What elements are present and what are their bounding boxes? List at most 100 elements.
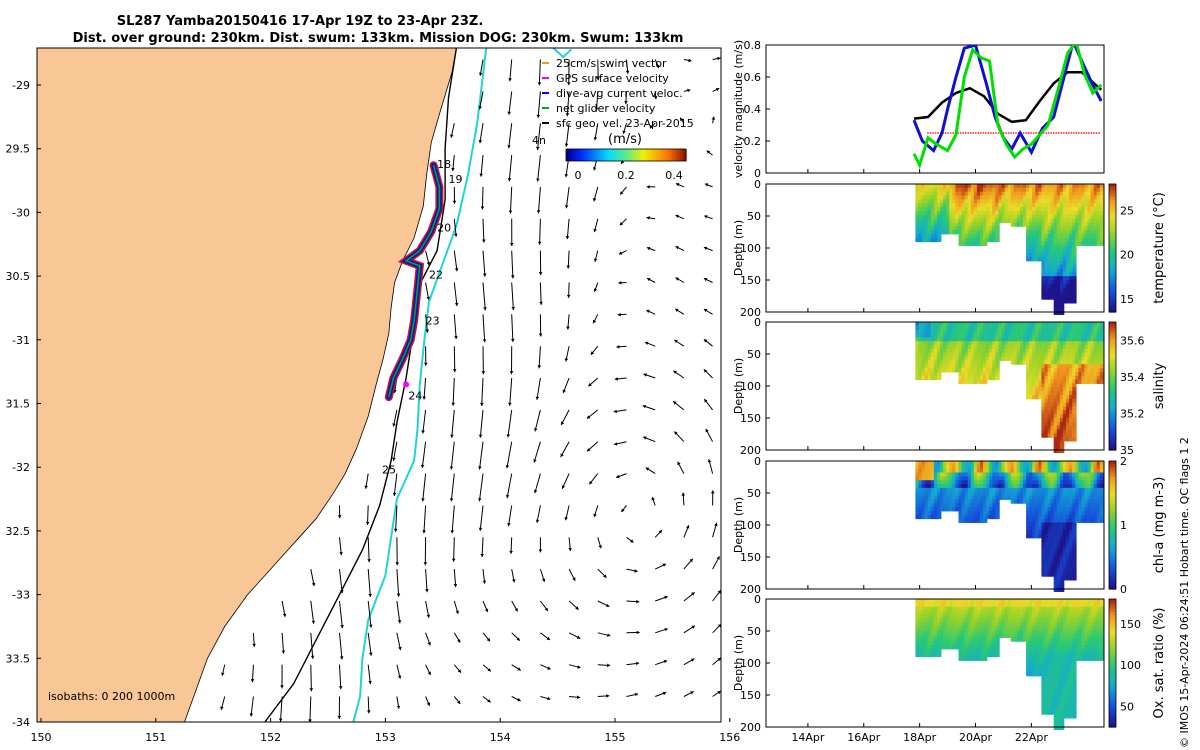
geo-vector-arrow (511, 250, 514, 279)
section-cell (1047, 268, 1052, 273)
geo-vector-arrowhead (426, 614, 431, 618)
section-cell (1066, 249, 1071, 254)
geo-vector-arrowhead (486, 637, 490, 642)
geo-vector-arrowhead (308, 719, 312, 722)
section-cell (983, 518, 988, 523)
section-cell (921, 191, 926, 196)
section-cell (946, 222, 951, 227)
section-cell (955, 210, 960, 216)
section-cell (943, 195, 948, 200)
section-cell (915, 237, 920, 243)
section-cell (1072, 253, 1077, 258)
geo-vector-arrowhead (392, 423, 396, 427)
section-cell (983, 210, 988, 216)
section-cell (980, 207, 985, 212)
geo-vector-arrowhead (452, 200, 457, 204)
section-cell (1062, 276, 1068, 281)
section-cell (921, 214, 926, 219)
section-colorbar-tick: 20 (1120, 249, 1134, 262)
section-cell (998, 218, 1003, 223)
map-colorbar-cell (630, 149, 633, 161)
map-colorbar-cell (662, 149, 665, 161)
section-cell (1093, 214, 1099, 219)
section-cell (1044, 241, 1049, 246)
section-cell (1072, 214, 1077, 219)
map-colorbar-cell (634, 149, 637, 161)
section-cell (1035, 233, 1040, 239)
section-cell (940, 210, 945, 216)
section-cell (964, 222, 969, 227)
section-cell (1026, 184, 1031, 189)
geo-vector-arrow (451, 505, 455, 534)
section-cell (1010, 184, 1016, 189)
section-cell (940, 207, 945, 212)
geo-vector-arrow (395, 505, 398, 532)
geo-vector-arrowhead (450, 530, 455, 534)
section-cell (1023, 184, 1028, 189)
geo-vector-arrow (310, 664, 312, 692)
section-cell (1072, 557, 1077, 562)
section-cell (1075, 241, 1080, 246)
section-cell (1062, 245, 1068, 250)
geo-vector-arrowhead (664, 627, 668, 632)
section-cell (918, 368, 923, 373)
section-colorbar-tick: 1 (1120, 519, 1127, 532)
section-cell (918, 214, 923, 219)
section-cell (973, 184, 979, 189)
section-cell (970, 195, 976, 200)
section-cell (1032, 257, 1037, 262)
section-cell (1010, 187, 1016, 193)
section-cell (1096, 207, 1102, 212)
section-cell (1078, 218, 1083, 223)
geo-vector-arrow (534, 473, 541, 494)
section-cell (1056, 264, 1062, 269)
velocity-reference-dot (952, 132, 955, 134)
geo-vector-arrowhead (311, 582, 316, 587)
section-cell (1090, 237, 1095, 243)
section-cell (943, 184, 948, 189)
section-cell (1069, 241, 1074, 246)
geo-vector-arrowhead (535, 519, 540, 523)
geo-vector-arrowhead (481, 371, 486, 375)
section-cell (1038, 184, 1043, 189)
section-cell (1032, 230, 1037, 235)
section-cell (937, 199, 942, 204)
section-cell (958, 184, 963, 189)
map-colorbar-cell (610, 149, 613, 161)
section-cell (1032, 184, 1037, 189)
geo-vector-arrowhead (593, 167, 597, 171)
section-cell (1007, 195, 1012, 200)
section-cell (1038, 245, 1043, 250)
section-cell (976, 218, 982, 223)
map-colorbar-cell (602, 149, 605, 161)
section-cell (1029, 230, 1034, 235)
section-cell (1066, 237, 1071, 243)
section-cell (921, 371, 926, 377)
section-cell (1041, 245, 1046, 250)
geo-vector-arrowhead (482, 239, 486, 243)
section-cell (918, 333, 923, 338)
section-cell (1056, 222, 1062, 227)
section-cell (970, 203, 976, 208)
section-cell (1066, 253, 1071, 258)
section-cell (1066, 203, 1071, 208)
section-cell (980, 241, 985, 246)
section-cell (1050, 214, 1055, 219)
section-cell (980, 222, 985, 227)
section-cell (921, 237, 926, 243)
section-cell (1023, 195, 1028, 200)
section-cell (1059, 441, 1065, 446)
section-cell (949, 187, 954, 193)
section-cell (937, 652, 942, 658)
section-cell (1081, 218, 1086, 223)
geo-vector-arrow (511, 282, 514, 311)
geo-vector-arrowhead (590, 351, 595, 355)
map-colorbar-cell (656, 149, 659, 161)
section-cell (1044, 280, 1049, 285)
section-cell (1090, 233, 1095, 239)
section-cell (943, 199, 948, 204)
section-cell (1047, 214, 1052, 219)
section-cell (1044, 218, 1049, 223)
section-cell (1035, 257, 1040, 262)
velocity-reference-dot (992, 132, 995, 134)
